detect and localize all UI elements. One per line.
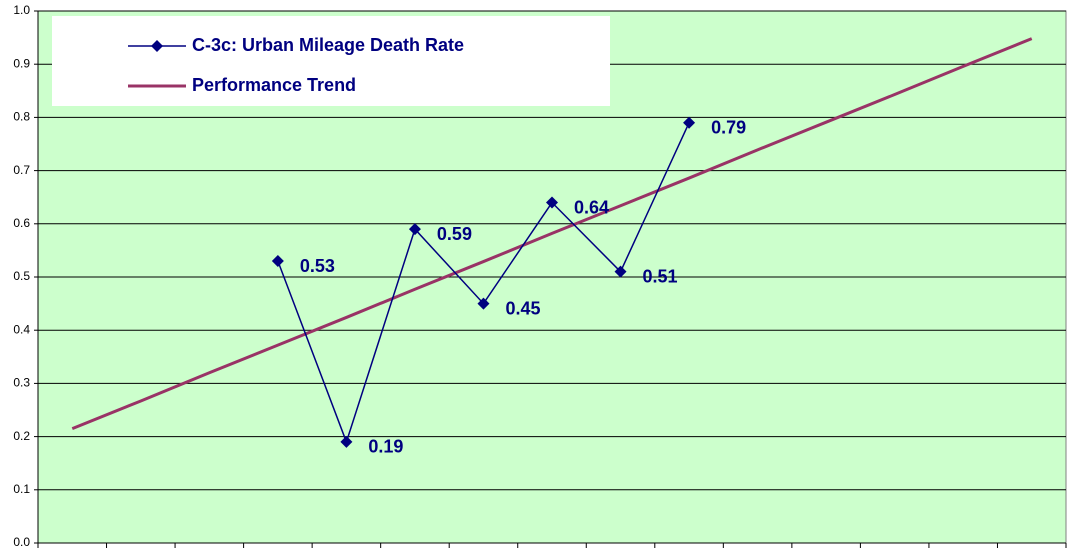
- data-label: 0.19: [368, 437, 403, 457]
- marker: [340, 435, 353, 448]
- data-label: 0.53: [300, 256, 335, 276]
- data-label: 0.51: [643, 266, 678, 286]
- y-tick-label: 0.6: [13, 216, 30, 230]
- y-tick-label: 0.5: [13, 269, 30, 283]
- marker: [683, 116, 696, 129]
- legend-label: Performance Trend: [192, 75, 356, 95]
- marker: [477, 297, 490, 310]
- legend-marker: [151, 40, 163, 52]
- data-label: 0.59: [437, 224, 472, 244]
- y-tick-label: 0.4: [13, 322, 30, 336]
- legend-label: C-3c: Urban Mileage Death Rate: [192, 35, 464, 55]
- y-tick-label: 0.2: [13, 429, 30, 443]
- series-line: [71, 37, 1033, 431]
- data-label: 0.79: [711, 117, 746, 137]
- y-tick-label: 0.1: [13, 482, 30, 496]
- data-label: 0.45: [505, 298, 540, 318]
- marker: [408, 223, 421, 236]
- y-tick-label: 0.3: [13, 376, 30, 390]
- y-tick-label: 1.0: [13, 3, 30, 17]
- data-label: 0.64: [574, 197, 609, 217]
- marker: [271, 255, 284, 268]
- y-tick-label: 0.8: [13, 110, 30, 124]
- y-tick-label: 0.9: [13, 56, 30, 70]
- y-tick-label: 0.7: [13, 163, 30, 177]
- marker: [546, 196, 558, 209]
- legend-box: [52, 16, 610, 106]
- marker: [614, 265, 627, 278]
- y-tick-label: 0.0: [13, 535, 30, 549]
